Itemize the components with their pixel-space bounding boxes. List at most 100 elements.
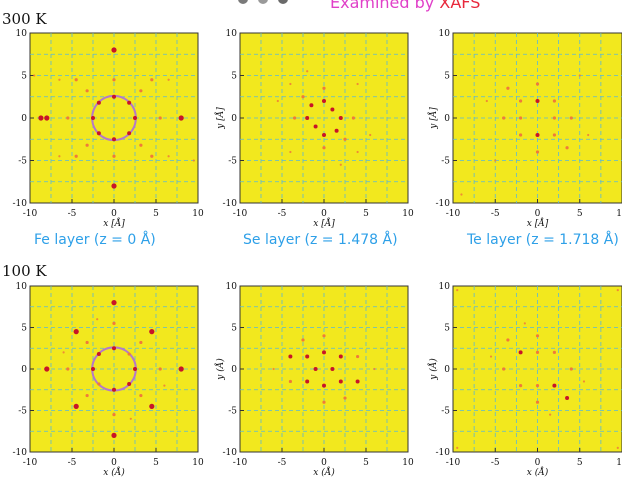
y-axis-label: y [Å] xyxy=(427,107,439,130)
y-tick-label: 5 xyxy=(21,72,27,82)
data-point xyxy=(288,354,293,359)
data-point xyxy=(289,150,292,154)
x-axis-label: x [Å] xyxy=(103,217,125,229)
data-point xyxy=(112,154,116,158)
data-point xyxy=(167,155,170,158)
x-tick-label: -10 xyxy=(446,209,461,219)
data-point xyxy=(306,70,309,73)
y-tick-label: 5 xyxy=(444,324,450,334)
data-point xyxy=(519,99,523,103)
chart-panel-1: -10 -5 0 5 10 10 5 0 -5 -10 x [Å] xyxy=(13,29,204,229)
x-tick-label: 0 xyxy=(321,458,327,468)
data-point xyxy=(85,393,89,398)
data-point xyxy=(552,99,557,103)
data-point xyxy=(502,116,506,120)
y-tick-label: -5 xyxy=(441,407,450,417)
y-tick-label: -5 xyxy=(441,157,450,167)
data-point xyxy=(330,107,335,112)
data-point xyxy=(44,366,50,372)
x-tick-label: 10 xyxy=(192,209,204,219)
data-point xyxy=(97,382,101,386)
data-point xyxy=(582,380,586,383)
chart-panel-2: -10 -5 0 5 10 10 5 0 -5 -10 x [Å] y [Å] xyxy=(214,29,414,229)
y-tick-label: 0 xyxy=(444,365,450,375)
data-point xyxy=(322,400,326,404)
x-tick-label: -5 xyxy=(68,458,77,468)
data-point xyxy=(301,338,305,342)
y-tick-label: -10 xyxy=(223,448,238,458)
y-axis-label: y [Å] xyxy=(214,107,226,130)
x-tick-label: -10 xyxy=(23,458,38,468)
data-point xyxy=(506,86,510,90)
data-point xyxy=(96,100,101,105)
data-point xyxy=(305,116,310,120)
y-tick-label: 0 xyxy=(231,114,237,124)
data-point xyxy=(489,355,493,358)
x-tick-label: 10 xyxy=(616,458,622,468)
y-tick-label: -5 xyxy=(18,157,27,167)
data-point xyxy=(96,352,101,357)
x-axis-label: x [Å] xyxy=(527,217,549,229)
data-point xyxy=(129,417,132,420)
data-point xyxy=(552,350,557,354)
temperature-label-300k: 300 K xyxy=(2,10,47,28)
data-point xyxy=(167,78,170,81)
data-point xyxy=(38,115,44,121)
x-tick-label: 10 xyxy=(402,209,414,219)
x-tick-label: 0 xyxy=(111,458,117,468)
data-point xyxy=(139,143,143,147)
data-point xyxy=(111,183,117,189)
x-tick-label: 5 xyxy=(153,209,159,219)
temperature-label-100k: 100 K xyxy=(2,262,47,280)
data-point xyxy=(139,340,143,345)
x-tick-label: 0 xyxy=(535,209,541,219)
x-tick-label: -5 xyxy=(68,209,77,219)
data-point xyxy=(293,116,297,120)
data-point xyxy=(178,115,184,121)
banner-accent: XAFS xyxy=(439,0,481,12)
data-point xyxy=(322,133,326,137)
data-point xyxy=(192,159,195,162)
data-point xyxy=(127,352,131,356)
data-point xyxy=(112,413,116,417)
data-point xyxy=(322,350,326,355)
data-point xyxy=(339,163,342,166)
y-tick-label: -10 xyxy=(223,199,238,209)
layer-label-fe: Fe layer (z = 0 Å) xyxy=(34,232,156,248)
data-point xyxy=(139,89,143,93)
data-point xyxy=(356,82,359,86)
data-point xyxy=(494,159,497,162)
data-point xyxy=(578,74,581,77)
data-point xyxy=(322,99,326,103)
y-tick-label: 5 xyxy=(21,324,27,334)
data-point xyxy=(150,154,154,158)
y-tick-label: 5 xyxy=(231,324,237,334)
x-tick-label: 5 xyxy=(577,458,583,468)
data-point xyxy=(149,329,155,335)
data-point xyxy=(535,133,540,137)
data-point xyxy=(549,413,552,416)
y-tick-label: -10 xyxy=(436,199,451,209)
y-tick-label: 10 xyxy=(226,282,238,292)
data-point xyxy=(338,379,343,384)
data-point xyxy=(356,150,359,154)
data-point xyxy=(616,446,619,449)
data-point xyxy=(373,367,376,371)
data-point xyxy=(569,116,573,120)
data-point xyxy=(178,366,184,372)
x-tick-label: -10 xyxy=(233,458,248,468)
chart-panel-6: -10 -5 0 5 10 10 5 0 -5 -10 x (Å) y (Å) xyxy=(427,282,622,478)
x-tick-label: 5 xyxy=(363,458,369,468)
data-point xyxy=(369,133,372,137)
y-tick-label: -10 xyxy=(436,448,451,458)
decor-dot-icon xyxy=(258,0,268,4)
y-tick-label: 10 xyxy=(439,29,451,39)
x-tick-label: -10 xyxy=(446,458,461,468)
x-tick-label: 5 xyxy=(577,209,583,219)
data-point xyxy=(112,94,116,99)
data-point xyxy=(44,115,50,121)
data-point xyxy=(139,393,143,398)
data-point xyxy=(519,384,523,388)
data-point xyxy=(351,116,355,120)
